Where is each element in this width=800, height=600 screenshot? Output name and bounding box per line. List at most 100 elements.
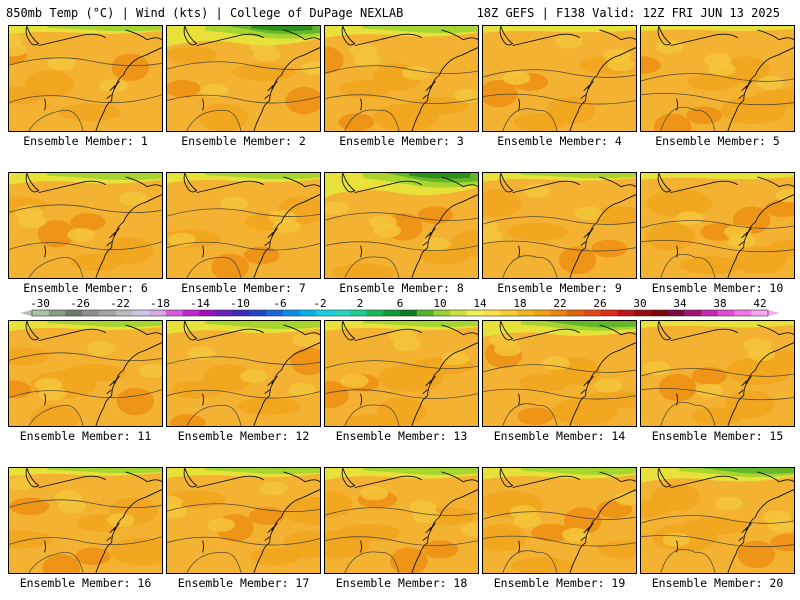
colorbar-tick-label: -22 [110,298,130,310]
colorbar-tick-label: 18 [513,298,526,310]
color-swatch [483,310,501,316]
color-swatch [768,310,780,316]
temperature-map [640,320,795,427]
colorbar-tick-label: -18 [150,298,170,310]
color-swatch [199,310,217,316]
color-swatch [149,310,167,316]
color-swatch [98,310,117,316]
color-swatch [82,310,100,316]
temperature-map-graphic [483,321,636,426]
ensemble-panel: Ensemble Member: 5 [640,25,795,150]
color-swatch [400,310,418,316]
color-swatch [316,310,334,316]
temperature-map-graphic [325,321,478,426]
ensemble-panel: Ensemble Member: 6 [8,172,163,297]
temperature-map [640,467,795,574]
color-swatch [650,310,669,316]
color-swatch [717,310,736,316]
ensemble-panel: Ensemble Member: 19 [482,467,637,592]
member-label: Ensemble Member: 12 [177,429,310,443]
color-swatch [533,310,552,316]
color-swatch [734,310,752,316]
member-label: Ensemble Member: 19 [493,576,626,590]
temperature-map-graphic [9,173,162,278]
temperature-map-graphic [325,468,478,573]
temperature-map-graphic [167,468,320,573]
temperature-map [324,25,479,132]
temperature-map [166,467,321,574]
color-swatch [266,310,284,316]
temperature-map-graphic [483,173,636,278]
member-label: Ensemble Member: 15 [651,429,784,443]
color-swatch [701,310,719,316]
color-swatch [165,310,184,316]
ensemble-panel: Ensemble Member: 13 [324,320,479,445]
ensemble-panel: Ensemble Member: 20 [640,467,795,592]
color-swatch [450,310,468,316]
member-label: Ensemble Member: 20 [651,576,784,590]
temperature-map [8,172,163,279]
color-swatch [584,310,602,316]
temperature-map [482,467,637,574]
color-swatch [349,310,368,316]
temperature-map [166,172,321,279]
colorbar-tick-label: 2 [357,298,364,310]
color-swatch [383,310,401,316]
ensemble-panel: Ensemble Member: 1 [8,25,163,150]
temperature-map-graphic [325,26,478,131]
temperature-map-graphic [167,173,320,278]
temperature-map-graphic [641,173,794,278]
temperature-map [8,320,163,427]
temperature-map-graphic [483,26,636,131]
member-label: Ensemble Member: 1 [23,134,148,148]
member-label: Ensemble Member: 16 [19,576,152,590]
ensemble-panel: Ensemble Member: 12 [166,320,321,445]
ensemble-panel: Ensemble Member: 17 [166,467,321,592]
ensemble-panel: Ensemble Member: 15 [640,320,795,445]
member-label: Ensemble Member: 6 [23,281,148,295]
member-label: Ensemble Member: 17 [177,576,310,590]
color-swatch [182,310,200,316]
color-swatch [65,310,83,316]
member-label: Ensemble Member: 2 [181,134,306,148]
colorbar-tick-label: -6 [273,298,286,310]
temperature-map-graphic [641,26,794,131]
color-swatch [299,310,317,316]
ensemble-panel: Ensemble Member: 9 [482,172,637,297]
temperature-map-graphic [483,468,636,573]
temperature-map [8,25,163,132]
member-label: Ensemble Member: 4 [497,134,622,148]
temperature-map [166,320,321,427]
member-label: Ensemble Member: 18 [335,576,468,590]
color-swatch [550,310,568,316]
chart-title-right: 18Z GEFS | F138 Valid: 12Z FRI JUN 13 20… [476,6,780,20]
colorbar-tick-label: 42 [753,298,766,310]
temperature-map-graphic [9,468,162,573]
ensemble-panel: Ensemble Member: 18 [324,467,479,592]
temperature-map [324,172,479,279]
colorbar-tick-label: -26 [70,298,90,310]
color-swatch [667,310,685,316]
colorbar-tick-label: 38 [713,298,726,310]
color-swatch [32,310,50,316]
member-label: Ensemble Member: 8 [339,281,464,295]
member-label: Ensemble Member: 9 [497,281,622,295]
colorbar-tick-label: 30 [633,298,646,310]
temperature-map-graphic [325,173,478,278]
color-swatch [366,310,384,316]
colorbar-tick-label: -14 [190,298,210,310]
color-swatch [333,310,351,316]
temperature-map [482,172,637,279]
color-swatch [20,310,32,316]
temperature-map [324,467,479,574]
color-swatch [517,310,535,316]
colorbar-tick-label: -10 [230,298,250,310]
color-swatch [282,310,301,316]
colorbar-tick-label: -2 [313,298,326,310]
colorbar-tick-label: -30 [30,298,50,310]
ensemble-panel: Ensemble Member: 11 [8,320,163,445]
ensemble-panel: Ensemble Member: 3 [324,25,479,150]
color-swatch [132,310,150,316]
colorbar-tick-label: 26 [593,298,606,310]
ensemble-panel: Ensemble Member: 8 [324,172,479,297]
